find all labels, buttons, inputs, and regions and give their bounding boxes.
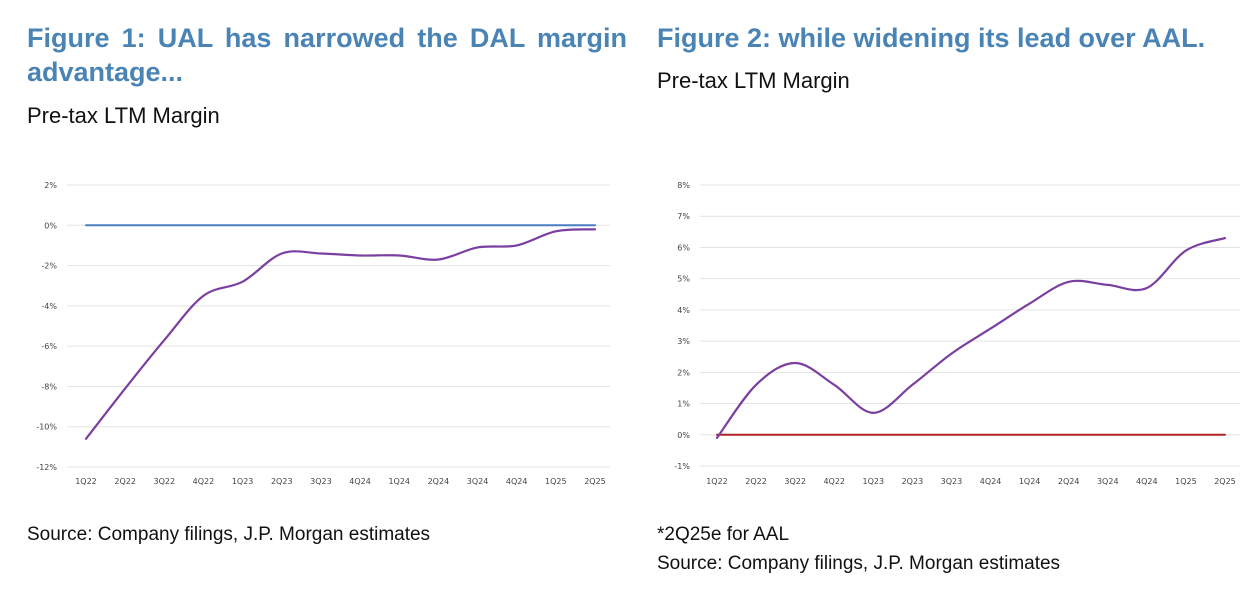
figure-2-chart: 8% 7% 6% 5% 4% 3% 2% 1% 0% -1% 1Q22 2Q22 3Q22 4Q22 1Q2… (674, 181, 1240, 486)
x-tick-label: 4Q24 (1136, 477, 1158, 486)
y-tick-label: 2% (677, 368, 690, 377)
series-line-1 (715, 237, 1227, 439)
figure-1-subtitle: Pre-tax LTM Margin (27, 103, 220, 128)
y-tick-label: -10% (36, 423, 57, 432)
x-tick-label: 3Q24 (1097, 477, 1119, 486)
x-tick-label: 4Q24 (506, 477, 528, 486)
x-tick-label: 1Q22 (706, 477, 728, 486)
y-tick-label: -4% (41, 302, 57, 311)
y-tick-label: 7% (677, 212, 690, 221)
x-tick-label: 3Q22 (784, 477, 806, 486)
y-tick-label: -8% (41, 382, 57, 391)
y-tick-label: 1% (677, 400, 690, 409)
x-tick-label: 4Q24 (349, 477, 371, 486)
x-tick-label: 1Q25 (545, 477, 567, 486)
x-tick-label: 4Q24 (980, 477, 1002, 486)
x-tick-label: 1Q24 (388, 477, 410, 486)
x-tick-label: 2Q25 (1214, 477, 1236, 486)
x-tick-label: 2Q23 (902, 477, 924, 486)
figure-2-title: Figure 2: while widening its lead over A… (657, 23, 1206, 53)
series-line-1 (84, 228, 597, 440)
x-tick-label: 2Q25 (584, 477, 606, 486)
x-tick-label: 1Q24 (1019, 477, 1041, 486)
y-tick-label: 3% (677, 337, 690, 346)
figure-2-subtitle: Pre-tax LTM Margin (657, 68, 850, 93)
y-tick-label: 0% (44, 221, 57, 230)
y-tick-label: 5% (677, 275, 690, 284)
x-tick-label: 3Q23 (941, 477, 963, 486)
y-tick-label: -6% (41, 342, 57, 351)
y-tick-label: 0% (677, 431, 690, 440)
x-tick-label: 2Q24 (1058, 477, 1080, 486)
y-tick-label: 2% (44, 181, 57, 190)
x-tick-label: 2Q23 (271, 477, 293, 486)
x-tick-label: 1Q23 (863, 477, 885, 486)
x-tick-label: 2Q22 (114, 477, 136, 486)
figure-2-source: Source: Company filings, J.P. Morgan est… (657, 553, 1061, 574)
x-tick-label: 1Q25 (1175, 477, 1197, 486)
figure-1-chart: 2% 0% -2% -4% -6% -8% -10% -12% 1Q22 2Q22 3Q22 4Q22… (36, 181, 610, 486)
x-tick-label: 3Q22 (154, 477, 176, 486)
figure-2-footnote: *2Q25e for AAL (657, 524, 790, 545)
x-tick-label: 4Q22 (823, 477, 845, 486)
x-tick-label: 2Q24 (428, 477, 450, 486)
y-tick-label: -2% (41, 262, 57, 271)
y-tick-label: 6% (677, 243, 690, 252)
y-tick-label: 8% (677, 181, 690, 190)
x-tick-label: 2Q22 (745, 477, 767, 486)
y-tick-label: -12% (36, 463, 57, 472)
figure-1-title: Figure 1: UAL has narrowed the DAL margi… (27, 23, 627, 87)
x-tick-label: 3Q24 (467, 477, 489, 486)
x-tick-label: 1Q23 (232, 477, 254, 486)
figure-2-notes: *2Q25e for AAL Source: Company filings, … (657, 520, 1060, 578)
y-tick-label: -1% (674, 462, 690, 471)
x-tick-label: 4Q22 (193, 477, 215, 486)
x-tick-label: 1Q22 (75, 477, 97, 486)
figure-1-source: Source: Company filings, J.P. Morgan est… (27, 524, 431, 545)
x-tick-label: 3Q23 (310, 477, 332, 486)
y-tick-label: 4% (677, 306, 690, 315)
